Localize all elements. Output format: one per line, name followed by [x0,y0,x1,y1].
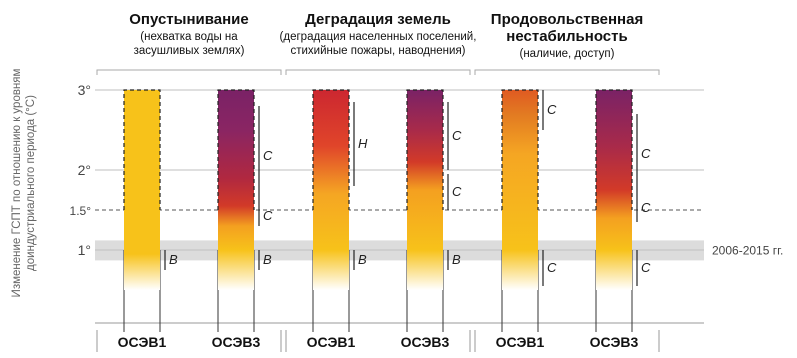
group-bracket-top [96,69,282,75]
bar-outline [501,89,539,210]
reference-band-label: 2006-2015 гг. [712,243,783,257]
group-title: Опустынивание [129,11,248,28]
y-axis-title-line: Изменение ГСПТ по отношению к уровням [11,68,23,297]
confidence-letter: C [452,128,462,143]
confidence-letter: C [547,260,557,275]
y-tick-label: 2° [78,162,91,178]
risk-bar [407,90,443,290]
text-layer: 2006-2015 гг. 3° 2° 1.5° 1° Изменение ГСПТ по… [11,11,783,352]
confidence-letter: C [547,102,557,117]
bar-outline [312,89,350,210]
group-title: Деградация земель [305,11,451,28]
bar-outline [595,89,633,210]
y-tick-label: 1.5° [70,204,92,218]
confidence-letter: B [169,252,178,267]
risk-bar [124,90,160,290]
risk-bar [596,90,632,290]
y-axis-title-line: доиндустриального периода (°C) [25,95,37,271]
confidence-letter: C [263,148,273,163]
risk-bar [218,90,254,290]
confidence-letter: C [641,146,651,161]
confidence-letter: B [263,252,272,267]
group-subtitle: стихийные пожары, наводнения) [290,45,465,57]
group-subtitle: (наличие, доступ) [520,48,615,60]
group-subtitle: засушливых землях) [134,45,245,57]
y-axis-title: Изменение ГСПТ по отношению к уровням дои… [11,68,37,297]
group-subtitle: (нехватка воды на [140,31,238,43]
confidence-letter: B [452,252,461,267]
y-tick-label: 3° [78,82,91,98]
bar-outline [217,89,255,210]
scenario-label: ОСЭВ3 [212,334,261,350]
risk-bar [502,90,538,290]
bar-outline [406,89,444,210]
confidence-letter: B [358,252,367,267]
group-bracket-top [474,69,660,75]
scenario-label: ОСЭВ1 [118,334,167,350]
group-subtitle: (деградация населенных поселений, [280,31,477,43]
bar-outline [123,89,161,210]
group-title: Продовольственная [491,11,643,28]
confidence-letter: H [358,136,368,151]
risk-bar [313,90,349,290]
scenario-label: ОСЭВ1 [496,334,545,350]
group-title: нестабильность [506,28,627,45]
scenario-label: ОСЭВ3 [590,334,639,350]
confidence-letter: C [263,208,273,223]
group-bracket-top [285,69,471,75]
scenario-label: ОСЭВ3 [401,334,450,350]
confidence-letter: C [641,260,651,275]
bars-layer [123,89,638,332]
scenario-label: ОСЭВ1 [307,334,356,350]
confidence-letter: C [641,200,651,215]
y-tick-label: 1° [78,242,91,258]
confidence-letter: C [452,184,462,199]
